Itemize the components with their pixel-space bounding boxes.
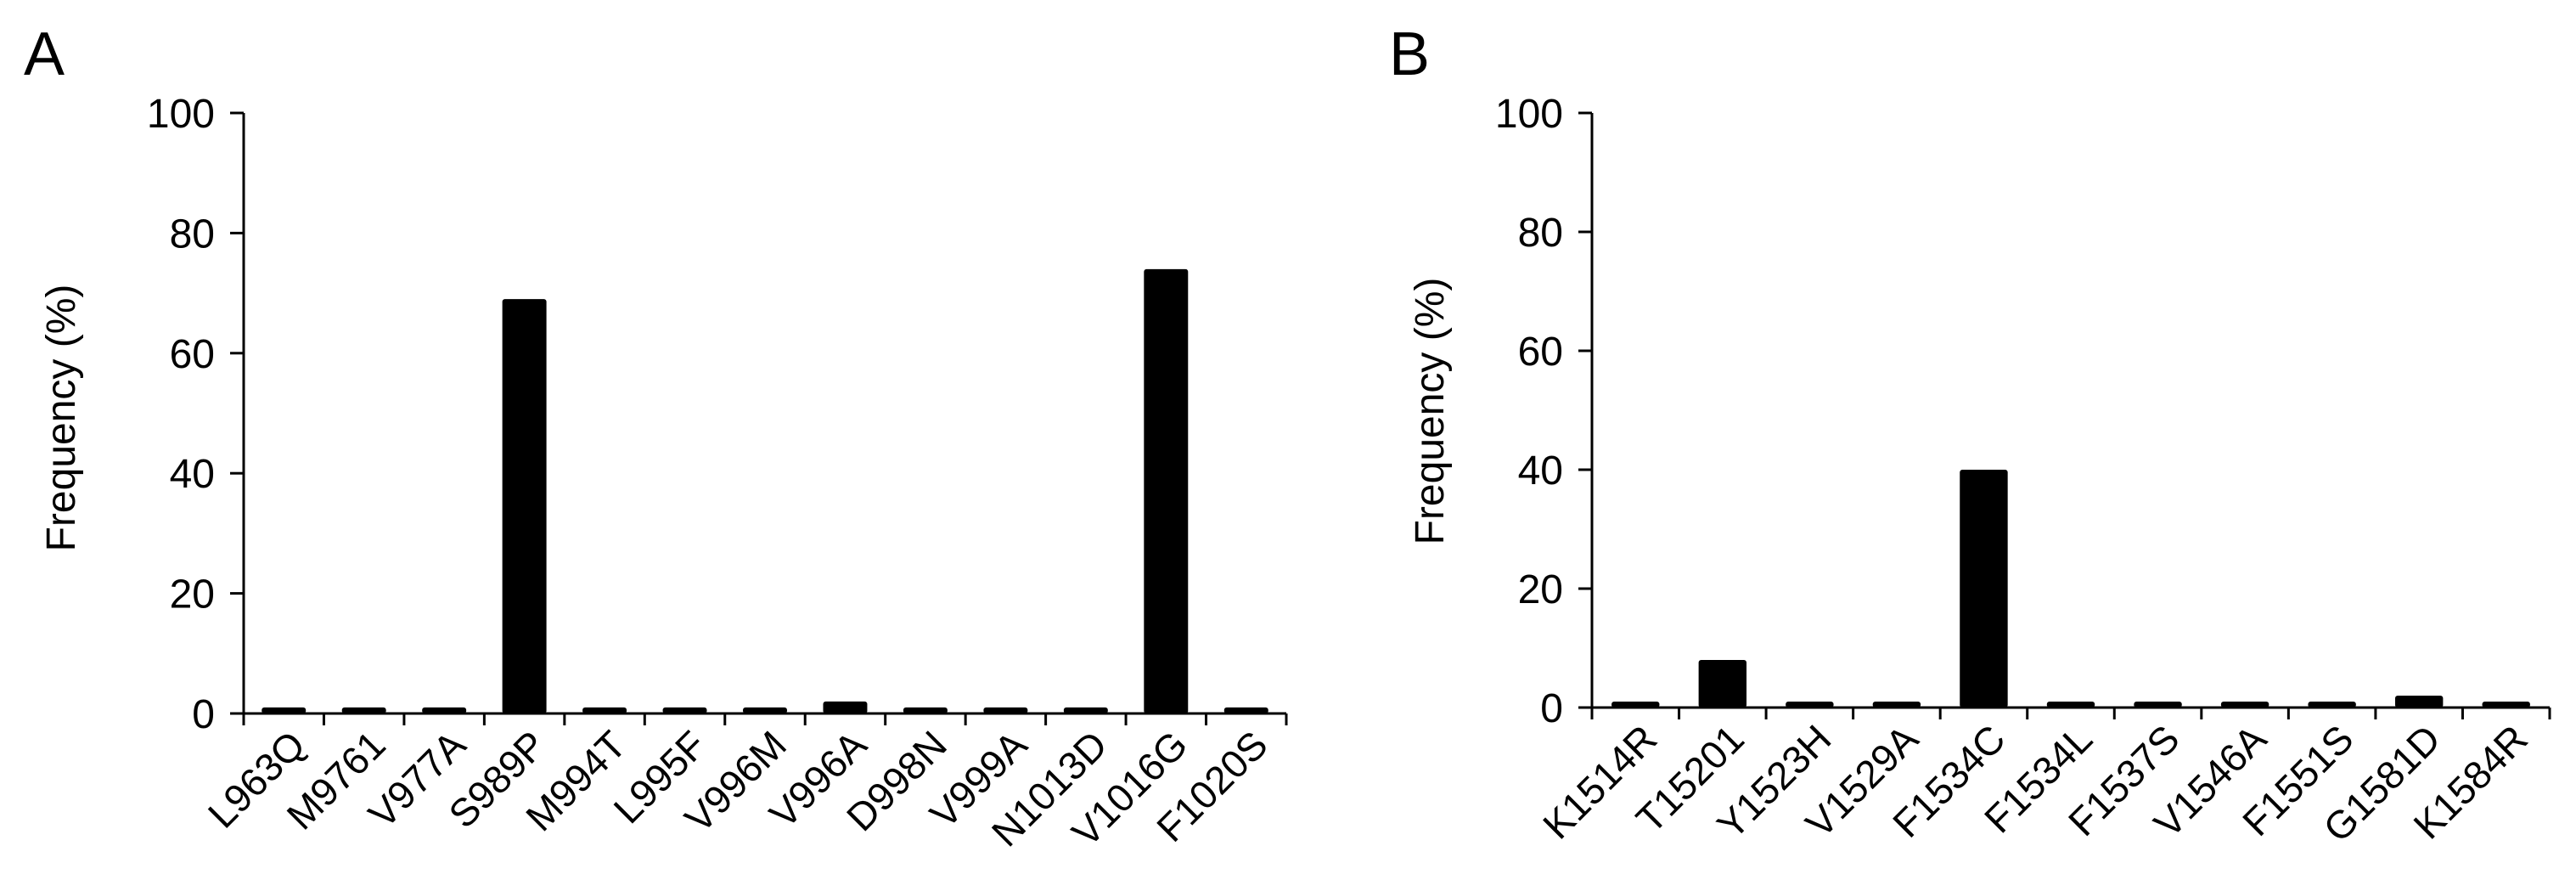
plot-area: 020406080100L963QM9761V977AS989PM994TL99… bbox=[147, 92, 1288, 854]
panel-b: B Frequency (%) 020406080100K1514RT15201… bbox=[1389, 20, 2551, 850]
bar bbox=[2220, 702, 2269, 708]
bar bbox=[983, 707, 1028, 713]
y-tick-label: 100 bbox=[1495, 92, 1563, 137]
bar bbox=[341, 707, 386, 713]
bar bbox=[2482, 702, 2530, 708]
bar bbox=[2134, 702, 2182, 708]
y-tick-label: 20 bbox=[170, 572, 215, 617]
bar bbox=[2308, 702, 2356, 708]
y-tick-label: 40 bbox=[170, 452, 215, 497]
bar bbox=[2046, 702, 2095, 708]
y-axis-label: Frequency (%) bbox=[1408, 278, 1453, 545]
bar bbox=[1698, 660, 1747, 708]
bar bbox=[1223, 707, 1268, 713]
y-tick-label: 60 bbox=[1518, 330, 1563, 375]
bar bbox=[582, 707, 627, 713]
bar bbox=[502, 299, 547, 713]
y-tick-label: 80 bbox=[170, 211, 215, 257]
bar bbox=[1786, 702, 1834, 708]
bar bbox=[2394, 696, 2444, 708]
y-tick-label: 80 bbox=[1518, 211, 1563, 256]
bar bbox=[823, 701, 868, 713]
y-tick-label: 0 bbox=[1540, 686, 1563, 731]
panel-label: A bbox=[24, 20, 65, 88]
bar bbox=[662, 707, 707, 713]
y-tick-label: 60 bbox=[170, 332, 215, 377]
bar bbox=[903, 707, 948, 713]
bar bbox=[422, 707, 467, 713]
bar bbox=[1611, 702, 1660, 708]
bar bbox=[262, 707, 307, 713]
bar bbox=[1960, 470, 2008, 708]
y-tick-label: 40 bbox=[1518, 448, 1563, 493]
y-tick-label: 20 bbox=[1518, 567, 1563, 612]
y-tick-label: 0 bbox=[192, 692, 215, 737]
bar bbox=[1063, 707, 1108, 713]
panel-label: B bbox=[1389, 20, 1430, 88]
panel-a: A Frequency (%) 020406080100L963QM9761V9… bbox=[24, 20, 1288, 854]
plot-area: 020406080100K1514RT15201Y1523HV1529AF153… bbox=[1495, 92, 2551, 850]
bar bbox=[1872, 702, 1921, 708]
y-axis-label: Frequency (%) bbox=[39, 285, 84, 552]
bar bbox=[1144, 268, 1189, 713]
y-tick-label: 100 bbox=[147, 92, 215, 137]
bar bbox=[743, 707, 787, 713]
